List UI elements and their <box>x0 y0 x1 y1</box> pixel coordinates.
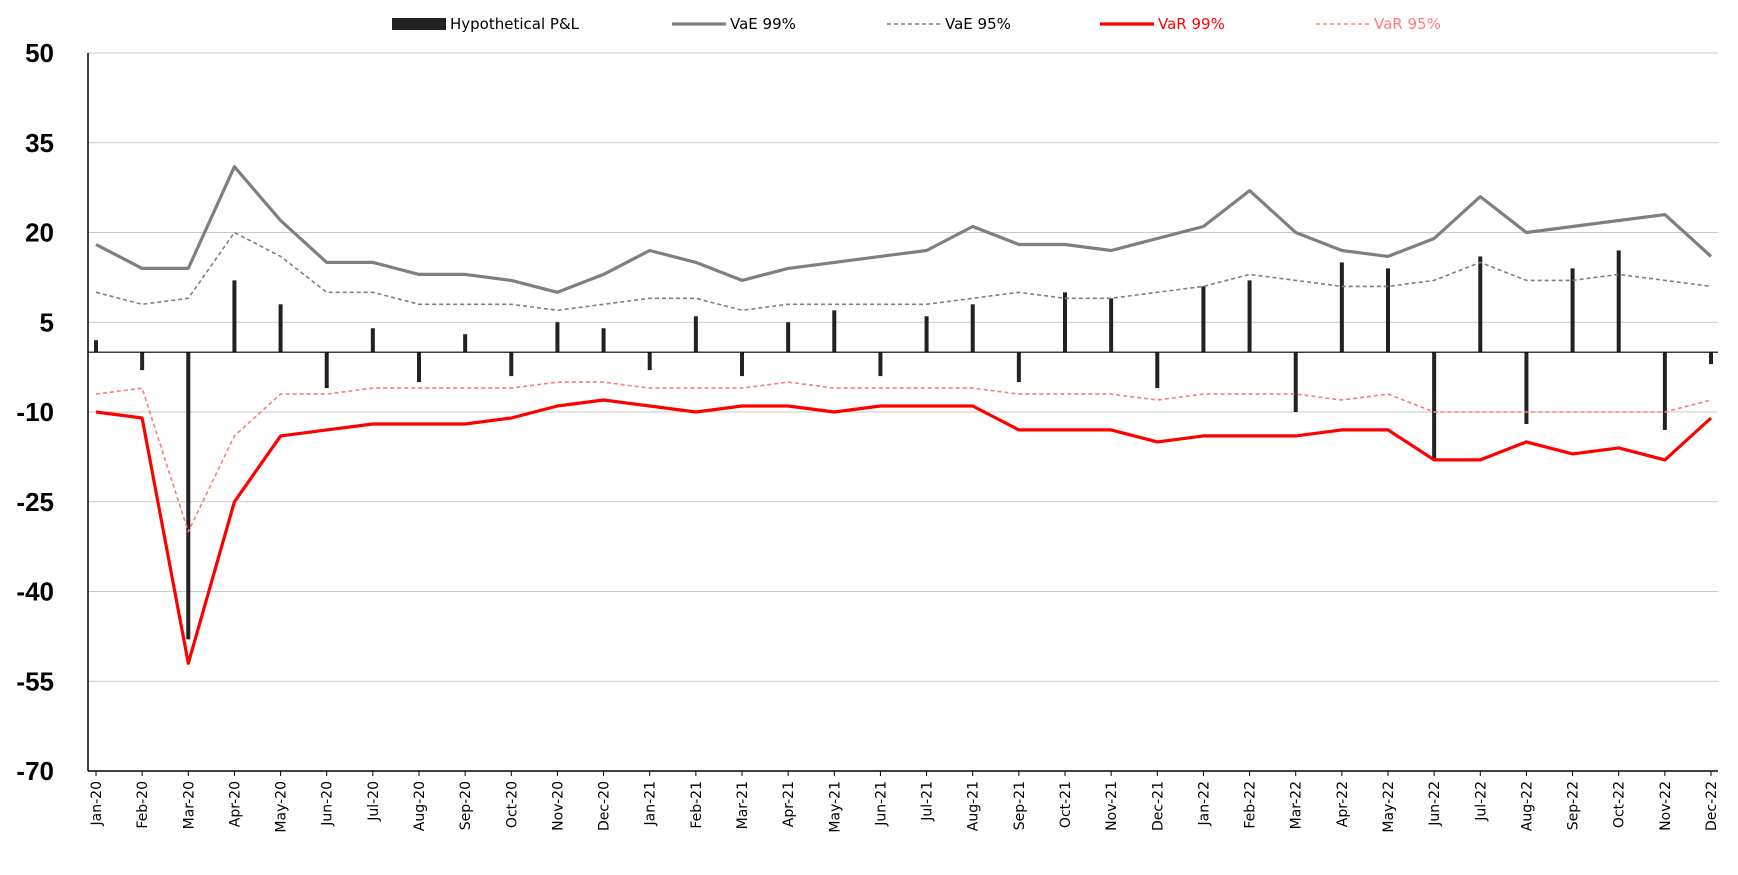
pnl-bar <box>1339 262 1344 353</box>
x-tick-label: Oct-21 <box>1058 781 1074 828</box>
grid <box>88 52 1718 682</box>
pnl-bar <box>509 352 514 377</box>
x-tick-label: Jan-22 <box>1196 781 1212 826</box>
legend-label: VaE 95% <box>945 15 1011 33</box>
pnl-bar <box>924 316 929 353</box>
series-line <box>95 165 1713 294</box>
x-tick-label: Aug-21 <box>966 781 982 831</box>
pnl-bar <box>970 304 975 353</box>
x-tick-label: Dec-20 <box>597 781 613 831</box>
pnl-bar <box>417 352 421 383</box>
pnl-bar <box>555 322 560 353</box>
legend-label: VaR 99% <box>1158 15 1225 33</box>
pnl-bar <box>140 352 145 371</box>
pnl-bar <box>786 322 791 353</box>
pnl-bar <box>370 328 375 353</box>
x-tick-label: Jul-22 <box>1473 781 1489 822</box>
pnl-bar <box>1016 352 1021 383</box>
pnl-bars <box>94 250 1713 640</box>
legend-label: VaE 99% <box>730 15 796 33</box>
y-tick-label: 50 <box>25 38 54 68</box>
x-tick-label: Jun-20 <box>320 781 336 827</box>
x-tick-label: May-21 <box>827 781 843 833</box>
pnl-bar <box>1570 268 1575 353</box>
series-line <box>95 231 1712 312</box>
x-tick-label: Apr-22 <box>1335 781 1351 827</box>
pnl-bar <box>1386 268 1390 353</box>
pnl-bar <box>94 340 98 353</box>
pnl-bar <box>186 352 191 640</box>
x-tick-label: Jul-20 <box>366 781 382 822</box>
pnl-bar <box>1155 352 1160 389</box>
y-tick-label: -25 <box>16 487 54 517</box>
pnl-bar <box>1662 352 1667 430</box>
legend-swatch <box>392 18 446 30</box>
x-tick-label: Sep-20 <box>458 781 474 830</box>
x-tick-label: Dec-22 <box>1704 781 1720 831</box>
x-tick-label: Nov-20 <box>550 781 566 831</box>
x-tick-labels: Jan-20 Feb-20 Mar-20 Apr-20 May-20 Jun-20 Jul-… <box>89 781 1720 833</box>
x-tick-label: Apr-21 <box>781 781 797 827</box>
x-tick-label: Jun-21 <box>873 781 889 827</box>
pnl-bar <box>324 352 329 389</box>
x-tick-label: Nov-21 <box>1104 781 1120 831</box>
x-tick-label: Mar-21 <box>735 781 751 829</box>
y-tick-label: -70 <box>16 756 54 786</box>
x-tick-label: Jul-21 <box>920 781 936 822</box>
pnl-bar <box>647 352 652 371</box>
y-tick-label: 20 <box>25 218 54 248</box>
x-tick-label: Feb-20 <box>135 781 151 829</box>
pnl-bar <box>832 310 837 353</box>
x-tick-label: Feb-21 <box>689 781 705 829</box>
x-tick-label: Jan-20 <box>89 781 105 826</box>
pnl-bar <box>1709 352 1713 365</box>
legend: Hypothetical P&L VaE 99% VaE 95% VaR 99% VaR… <box>392 15 1441 33</box>
pnl-bar <box>1063 292 1067 353</box>
pnl-bar <box>1201 286 1206 353</box>
pnl-bar <box>463 334 468 353</box>
x-tick-label: Jun-22 <box>1427 781 1443 827</box>
x-tick-label: Nov-22 <box>1658 781 1674 831</box>
pnl-bar <box>1109 298 1114 353</box>
pnl-bar <box>1524 352 1529 424</box>
pnl-bar <box>1616 250 1621 353</box>
x-tick-label: Sep-21 <box>1012 781 1028 830</box>
y-tick-label: -55 <box>16 666 54 696</box>
legend-label: Hypothetical P&L <box>450 15 580 33</box>
series-line <box>95 381 1712 533</box>
x-tick-label: Oct-22 <box>1612 781 1628 828</box>
x-tick-label: May-20 <box>274 781 290 833</box>
pnl-bar <box>740 352 744 377</box>
pnl-bar <box>1478 256 1483 353</box>
y-tick-labels: 50 35 20 5 -10 -25 -40 -55 -70 <box>16 38 54 786</box>
y-tick-label: -10 <box>16 397 54 427</box>
pnl-bar <box>693 316 698 353</box>
x-tick-label: Aug-22 <box>1519 781 1535 831</box>
pnl-bar <box>232 280 237 353</box>
x-tick-label: Oct-20 <box>504 781 520 828</box>
legend-label: VaR 95% <box>1374 15 1441 33</box>
x-tick-label: Apr-20 <box>227 781 243 827</box>
x-tick-label: Feb-22 <box>1243 781 1259 829</box>
pnl-bar <box>1247 280 1252 353</box>
x-tick-label: Dec-21 <box>1150 781 1166 831</box>
series-line <box>95 398 1713 665</box>
y-tick-label: 5 <box>40 307 54 337</box>
x-tick-label: May-22 <box>1381 781 1397 833</box>
x-tick-label: Aug-20 <box>412 781 428 831</box>
pnl-bar <box>878 352 883 377</box>
axes <box>87 53 1718 776</box>
y-tick-label: 35 <box>25 128 54 158</box>
x-tick-label: Mar-22 <box>1289 781 1305 829</box>
x-tick-label: Jan-21 <box>643 781 659 826</box>
x-tick-label: Mar-20 <box>181 781 197 829</box>
pnl-bar <box>1293 352 1298 412</box>
x-tick-label: Sep-22 <box>1566 781 1582 830</box>
series-lines <box>95 165 1713 665</box>
pnl-bar <box>1432 352 1437 460</box>
pnl-bar <box>278 304 283 353</box>
y-tick-label: -40 <box>16 577 54 607</box>
pnl-bar <box>601 328 606 353</box>
